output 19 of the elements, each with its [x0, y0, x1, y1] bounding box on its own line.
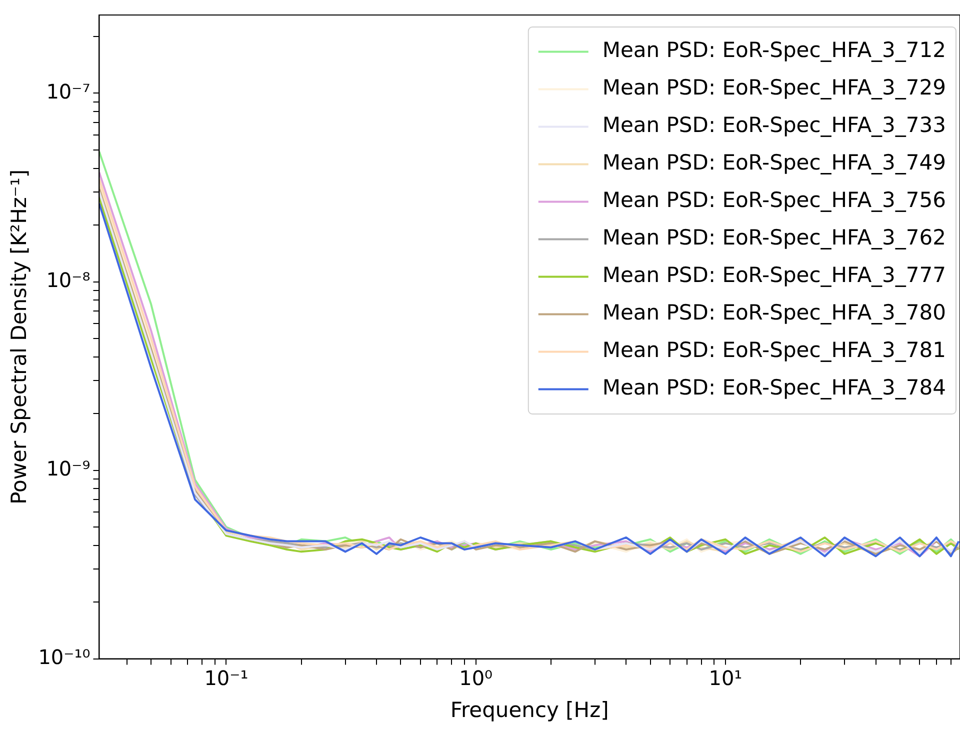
x-tick-label: 10⁻¹	[204, 666, 248, 690]
legend-label: Mean PSD: EoR-Spec_HFA_3_749	[602, 150, 946, 175]
legend-label: Mean PSD: EoR-Spec_HFA_3_784	[602, 376, 946, 400]
y-tick-label: 10⁻⁸	[46, 268, 90, 292]
legend-label: Mean PSD: EoR-Spec_HFA_3_762	[602, 226, 946, 250]
legend-label: Mean PSD: EoR-Spec_HFA_3_733	[602, 113, 946, 138]
y-tick-label: 10⁻¹⁰	[38, 645, 90, 670]
legend-label: Mean PSD: EoR-Spec_HFA_3_756	[602, 188, 946, 212]
x-tick-label: 10⁰	[459, 666, 493, 690]
y-tick-label: 10⁻⁷	[46, 79, 90, 104]
legend-label: Mean PSD: EoR-Spec_HFA_3_712	[602, 38, 946, 62]
x-tick-label: 10¹	[708, 666, 742, 690]
legend-label: Mean PSD: EoR-Spec_HFA_3_777	[602, 263, 946, 288]
x-axis-title: Frequency [Hz]	[450, 698, 609, 722]
legend-label: Mean PSD: EoR-Spec_HFA_3_780	[602, 300, 946, 325]
y-axis-title: Power Spectral Density [K²Hz⁻¹]	[7, 169, 32, 504]
y-tick-label: 10⁻⁹	[46, 456, 90, 480]
legend-label: Mean PSD: EoR-Spec_HFA_3_729	[602, 76, 946, 100]
legend-label: Mean PSD: EoR-Spec_HFA_3_781	[602, 338, 946, 362]
